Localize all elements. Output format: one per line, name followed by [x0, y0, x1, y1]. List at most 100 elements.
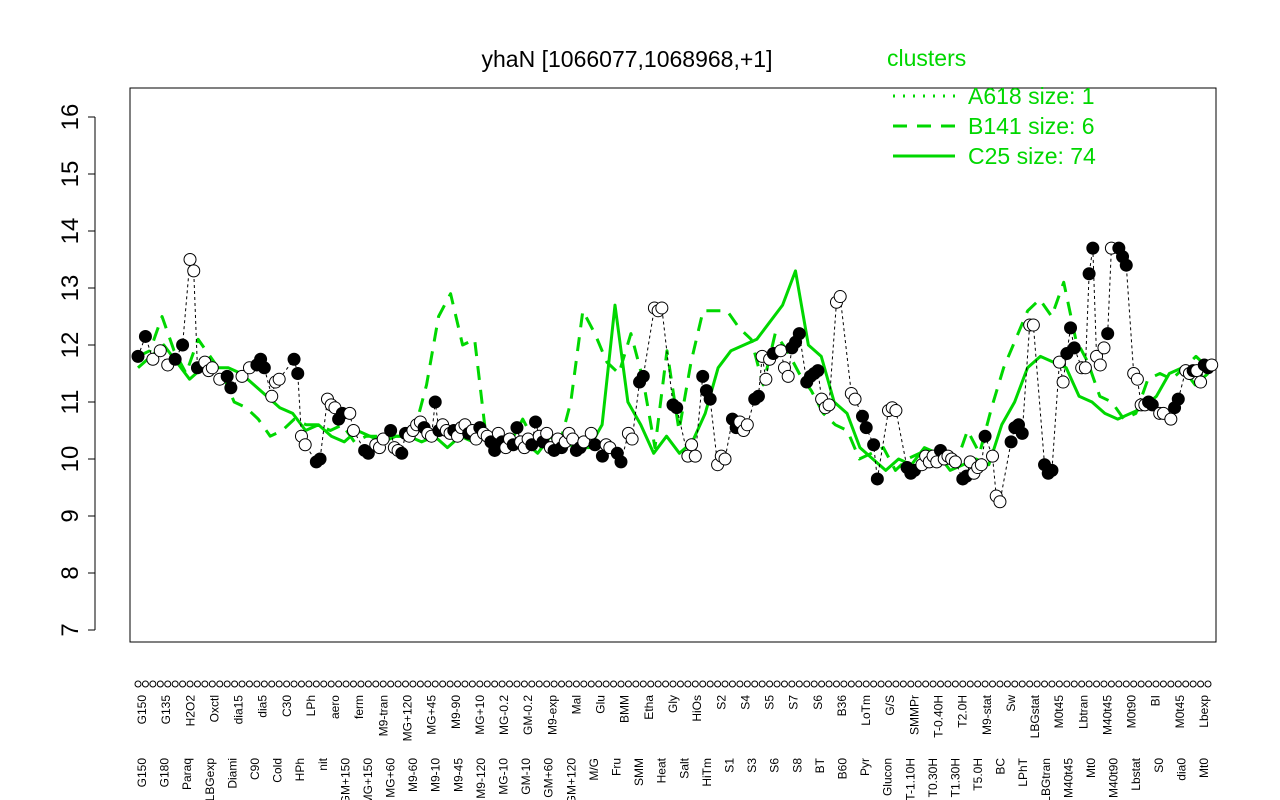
rug-marker — [937, 680, 944, 688]
rug-marker — [818, 680, 826, 688]
rug-marker — [498, 680, 506, 688]
x-tick-label: M9-120 — [474, 758, 488, 799]
chart-title: yhaN [1066077,1068968,+1] — [482, 46, 773, 72]
x-tick-label: SMM — [632, 758, 646, 786]
rug-marker — [788, 680, 796, 688]
rug-marker — [387, 680, 395, 688]
rug-marker — [780, 680, 788, 688]
x-tick-label: Pyr — [858, 758, 872, 776]
x-tick-label: S2 — [714, 695, 728, 710]
rug-marker — [617, 680, 625, 688]
data-point — [153, 344, 167, 358]
rug-marker — [966, 680, 974, 688]
rug-marker — [654, 680, 662, 688]
rug-marker — [766, 680, 774, 688]
data-point — [361, 446, 375, 460]
data-point — [1015, 426, 1029, 440]
data-point — [1093, 358, 1107, 372]
rug-marker — [610, 680, 618, 688]
data-point — [205, 361, 219, 375]
x-tick-label: LBGtran — [1039, 758, 1053, 800]
x-tick-label: H2O2 — [183, 695, 197, 727]
rug-marker — [1011, 680, 1019, 688]
x-tick-label: Heat — [655, 757, 669, 783]
data-point — [1052, 355, 1066, 369]
data-point — [224, 381, 238, 395]
legend: clusters A618 size: 1 B141 size: 6 C25 siz… — [887, 45, 1096, 169]
rug-marker — [416, 680, 424, 688]
rug-marker — [193, 680, 201, 688]
x-tick-label: G/S — [883, 695, 897, 716]
data-point — [313, 452, 327, 466]
data-point — [974, 458, 988, 472]
x-tick-label: Glucon — [881, 758, 895, 796]
rug-marker — [922, 680, 930, 688]
rug-marker — [862, 680, 870, 688]
rug-marker — [231, 680, 239, 688]
x-tick-label: HiTm — [700, 758, 714, 787]
rug-marker — [141, 680, 149, 688]
rug-marker — [1085, 680, 1093, 688]
data-point — [183, 253, 197, 266]
x-tick-label: GM+60 — [542, 758, 556, 798]
x-tick-label: GM+150 — [338, 758, 352, 800]
rug-marker — [1137, 680, 1145, 688]
rug-marker — [1048, 680, 1056, 688]
x-tick-label: M9-stat — [980, 694, 994, 735]
rug-marker — [528, 680, 536, 688]
rug-marker — [1115, 680, 1123, 688]
x-tick-label: Lbtran — [1076, 695, 1090, 729]
x-tick-label: Lbstat — [1129, 757, 1143, 790]
x-tick-label: T2.0H — [956, 695, 970, 728]
data-point — [792, 327, 806, 341]
x-tick-label: SMMPr — [907, 695, 921, 735]
data-point — [870, 472, 884, 486]
rug-marker — [394, 680, 402, 688]
rug-marker — [1204, 680, 1212, 688]
x-tick-label: S0 — [1152, 758, 1166, 773]
rug-marker — [543, 680, 551, 688]
rug-marker — [208, 680, 216, 688]
rug-marker — [899, 680, 907, 688]
rug-marker — [803, 680, 811, 688]
data-point — [131, 349, 145, 363]
data-point — [718, 452, 732, 466]
data-point — [1086, 241, 1100, 255]
rug-marker — [877, 680, 885, 688]
data-point — [625, 432, 639, 446]
legend-entry-label: B141 size: 6 — [968, 113, 1095, 139]
y-axis: 7 8 9 10 11 12 13 14 15 16 — [57, 104, 96, 637]
rug-marker — [751, 680, 759, 688]
rug-marker — [989, 680, 997, 688]
x-tick-label: S7 — [787, 695, 801, 710]
rug-marker — [379, 680, 387, 688]
y-tick-label: 8 — [57, 566, 84, 579]
y-tick-label: 11 — [57, 390, 84, 415]
rug-marker — [847, 680, 855, 688]
data-point — [1101, 327, 1115, 341]
rug-marker — [706, 680, 714, 688]
data-point — [1064, 321, 1078, 335]
data-point — [272, 372, 286, 386]
x-tick-label: G180 — [158, 758, 172, 788]
x-tick-label: T1.30H — [948, 758, 962, 797]
x-tick-label: nit — [316, 757, 330, 770]
rug-marker — [684, 680, 692, 688]
rug-marker — [372, 680, 380, 688]
rug-marker — [1070, 680, 1078, 688]
rug-marker — [320, 680, 328, 688]
data-point — [384, 424, 398, 437]
rug-marker — [134, 680, 142, 688]
x-tick-label: MG-0.2 — [497, 695, 511, 735]
rug-marker — [290, 680, 298, 688]
data-point — [291, 367, 305, 380]
x-tick-label: B60 — [835, 758, 849, 780]
rug-marker — [468, 680, 476, 688]
rug-marker — [535, 680, 543, 688]
rug-marker — [349, 680, 357, 688]
rug-marker — [431, 680, 439, 688]
rug-marker — [268, 680, 276, 688]
rug-marker — [884, 680, 892, 688]
x-tick-label: Fru — [610, 758, 624, 776]
